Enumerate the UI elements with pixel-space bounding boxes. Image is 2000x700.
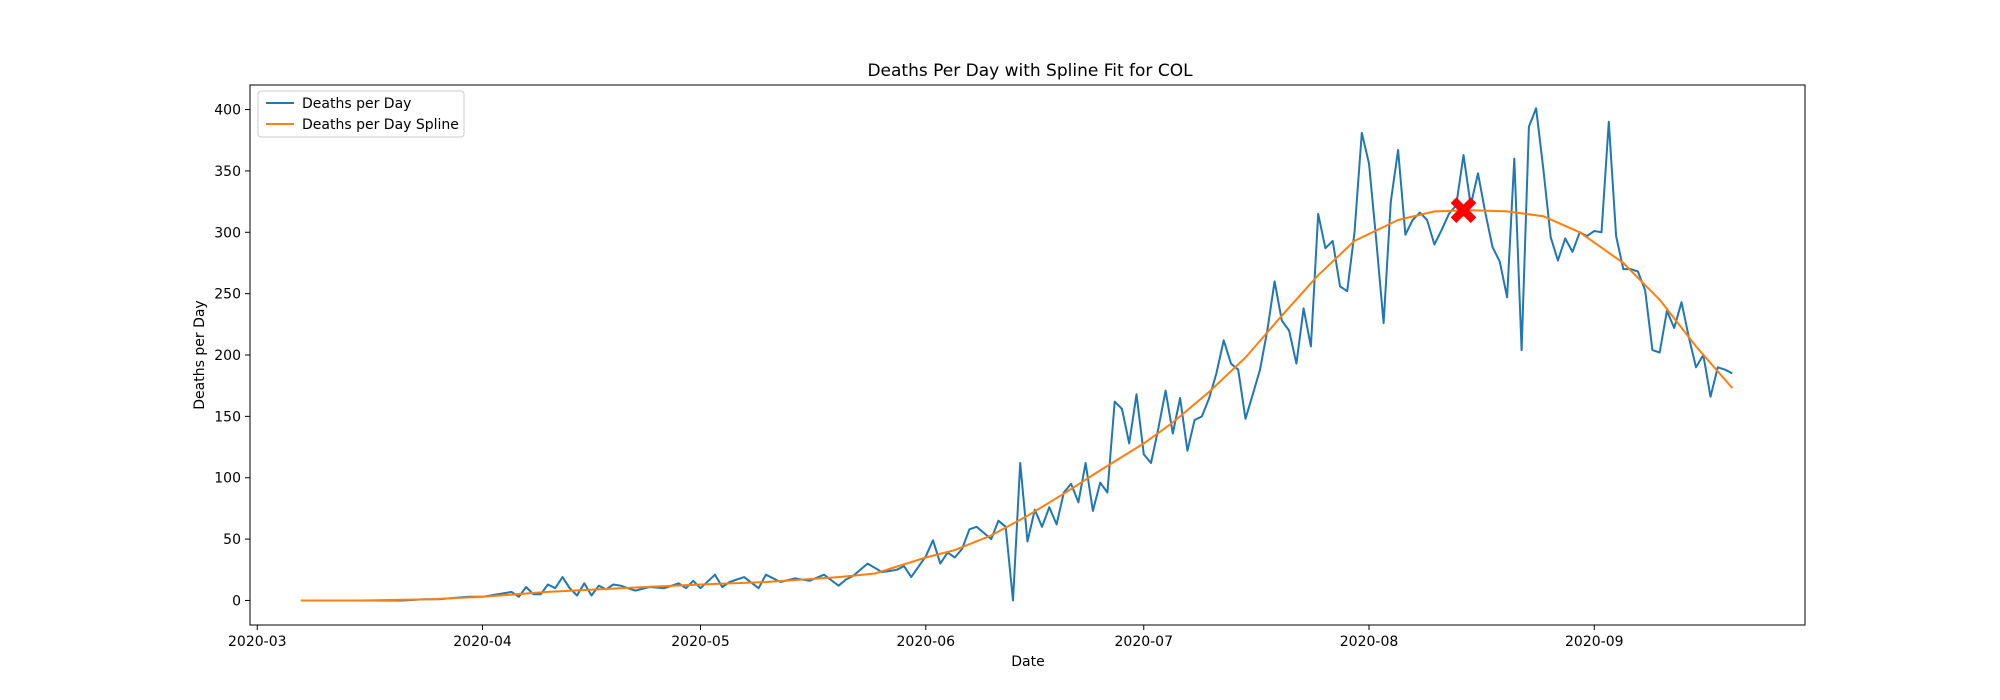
y-tick-label: 400 (214, 103, 241, 119)
legend-label-spline: Deaths per Day Spline (302, 117, 459, 133)
y-tick-label: 50 (223, 532, 241, 548)
deaths-per-day-spline-line (300, 209, 1734, 602)
legend-label-deaths: Deaths per Day (302, 96, 411, 112)
x-axis-ticks: 2020-03 2020-04 2020-05 2020-06 2020-07 2020-… (228, 625, 1624, 650)
y-axis-label: Deaths per Day (192, 300, 208, 409)
x-tick-label: 2020-06 (897, 634, 956, 650)
y-tick-label: 100 (214, 471, 241, 487)
series-layer (300, 107, 1734, 602)
y-tick-label: 300 (214, 225, 241, 241)
x-tick-label: 2020-03 (228, 634, 287, 650)
y-tick-label: 150 (214, 409, 241, 425)
legend-box (257, 90, 465, 138)
legend: Deaths per Day Deaths per Day Spline (257, 90, 465, 138)
peak-marker-layer (1450, 197, 1477, 224)
y-tick-label: 200 (214, 348, 241, 364)
x-tick-label: 2020-09 (1565, 634, 1624, 650)
y-tick-label: 0 (232, 593, 241, 609)
x-tick-label: 2020-07 (1115, 634, 1174, 650)
x-tick-label: 2020-04 (453, 634, 512, 650)
x-tick-label: 2020-08 (1340, 634, 1399, 650)
deaths-per-day-line (300, 107, 1733, 602)
chart-title: Deaths Per Day with Spline Fit for COL (867, 61, 1193, 81)
peak-marker-stroke (1450, 197, 1477, 224)
y-tick-label: 350 (214, 164, 241, 180)
y-axis-ticks: 0 50 100 150 200 250 300 350 400 (214, 103, 250, 609)
y-tick-label: 250 (214, 287, 241, 303)
peak-marker-x (1450, 197, 1477, 224)
x-tick-label: 2020-05 (671, 634, 730, 650)
x-axis-label: Date (1011, 654, 1044, 670)
